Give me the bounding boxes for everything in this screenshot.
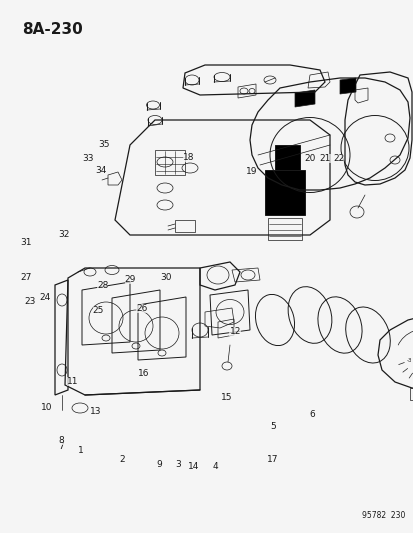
Text: 29: 29 xyxy=(124,276,136,284)
Polygon shape xyxy=(294,90,314,107)
Text: 35: 35 xyxy=(98,141,110,149)
Text: 32: 32 xyxy=(58,230,70,239)
Text: 21: 21 xyxy=(318,155,330,163)
Text: 8: 8 xyxy=(58,436,64,445)
Text: 34: 34 xyxy=(95,166,107,175)
Text: 24: 24 xyxy=(39,293,50,302)
Polygon shape xyxy=(274,145,299,170)
Text: 16: 16 xyxy=(138,369,150,377)
Text: 14: 14 xyxy=(188,462,199,471)
Text: 18: 18 xyxy=(182,153,194,161)
Text: 2: 2 xyxy=(119,455,125,464)
Text: 7: 7 xyxy=(58,442,64,451)
Text: 27: 27 xyxy=(20,273,31,281)
Text: 5: 5 xyxy=(270,422,275,431)
Text: 11: 11 xyxy=(66,377,78,385)
Text: 23: 23 xyxy=(24,297,36,305)
Text: 19: 19 xyxy=(245,167,257,176)
Text: 10: 10 xyxy=(40,403,52,412)
Text: 31: 31 xyxy=(20,238,31,247)
Text: 25: 25 xyxy=(93,306,104,314)
Text: 3: 3 xyxy=(175,461,180,469)
Polygon shape xyxy=(264,170,304,215)
Text: 30: 30 xyxy=(160,273,172,281)
Text: 28: 28 xyxy=(97,281,108,289)
Text: 6: 6 xyxy=(309,410,315,419)
Text: 15: 15 xyxy=(221,393,232,401)
Text: 17: 17 xyxy=(266,455,278,464)
Text: -3: -3 xyxy=(406,358,412,363)
Text: 1: 1 xyxy=(78,446,83,455)
Polygon shape xyxy=(339,78,355,94)
Text: 12: 12 xyxy=(229,327,240,336)
Text: 9: 9 xyxy=(156,461,162,469)
Text: 8A-230: 8A-230 xyxy=(22,22,83,37)
Text: 95782  230: 95782 230 xyxy=(361,511,404,520)
Text: 22: 22 xyxy=(332,155,344,163)
Text: 13: 13 xyxy=(89,407,101,416)
Text: 33: 33 xyxy=(82,155,93,163)
Text: 20: 20 xyxy=(303,155,315,163)
Text: 4: 4 xyxy=(212,462,218,471)
Text: 26: 26 xyxy=(135,304,147,312)
